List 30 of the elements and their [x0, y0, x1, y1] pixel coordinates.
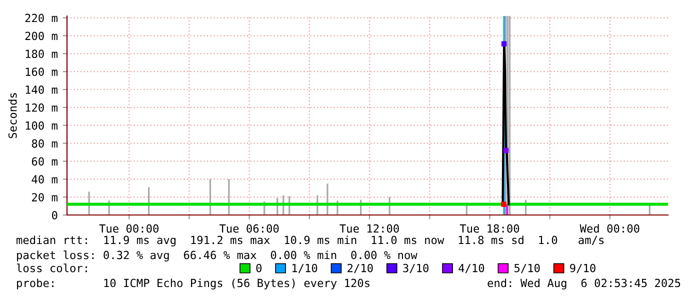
x-tick-label: Tue 00:00 — [99, 224, 158, 233]
y-tick-label: 100 m — [26, 121, 58, 130]
x-tick-label: Tue 12:00 — [340, 224, 399, 233]
legend-label: 1/10 — [292, 264, 318, 274]
y-tick-label: 200 m — [25, 32, 58, 40]
x-tick-label: Tue 18:00 — [460, 224, 520, 233]
y-axis-title: Seconds — [8, 93, 17, 138]
legend-label: 5/10 — [514, 264, 540, 274]
y-tick-label: 220 m — [25, 14, 58, 22]
y-tick-label: 80 m — [32, 139, 58, 148]
legend-label: 9/10 — [570, 264, 596, 274]
y-tick-label: 60 m — [32, 157, 58, 166]
text: packet loss: 0.32 % avg 66.46 % max 0.00 % min 0.00 % now — [17, 250, 418, 262]
y-tick-label: 160 m — [26, 68, 58, 76]
y-tick-label: 40 m — [32, 175, 58, 184]
y-tick-label: 180 m — [26, 50, 58, 58]
text: end: Wed Aug 6 02:53:45 2025 — [488, 278, 680, 290]
y-tick-label: 140 m — [26, 86, 58, 94]
legend-label: 2/10 — [348, 264, 373, 274]
x-tick-label: Wed 00:00 — [580, 224, 640, 233]
legend-title: loss color: — [16, 264, 87, 272]
legend-label: 4/10 — [458, 264, 484, 274]
legend-label: 3/10 — [403, 264, 428, 274]
text: probe: 10 ICMP Echo Pings (56 Bytes) every 120s — [17, 278, 370, 290]
y-tick-label: 120 m — [26, 103, 58, 112]
x-tick-label: Tue 06:00 — [219, 224, 279, 233]
y-tick-label: 20 m — [32, 193, 58, 202]
y-tick-label: 0 — [52, 211, 58, 220]
legend-label: 0 — [256, 264, 262, 272]
text: median rtt: 11.9 ms avg 191.2 ms max 10.9 ms min 11.0 ms now 11.8 ms sd 1.0 am/s — [16, 236, 604, 246]
